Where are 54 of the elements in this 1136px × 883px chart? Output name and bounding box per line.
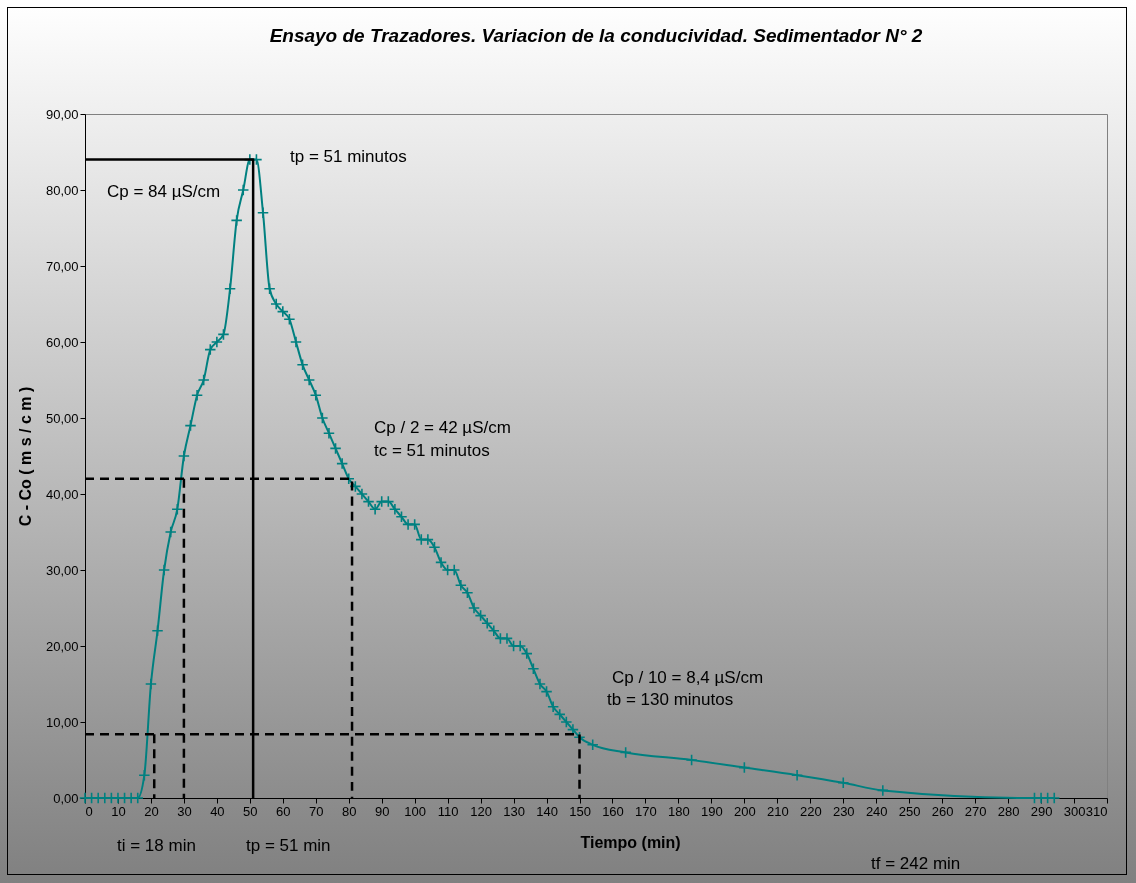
text: ti = 18 min [117, 836, 196, 855]
x-axis-title: Tiempo (min) [580, 833, 681, 851]
annotation: tc = 51 minutos [374, 441, 490, 460]
x-tick-label: 200 [734, 803, 756, 819]
annotation: Cp = 84 µS/cm [107, 182, 221, 201]
x-tick-label: 80 [342, 803, 357, 819]
y-tick-label: 0,00 [53, 790, 79, 806]
x-tick-label: 250 [898, 803, 921, 819]
y-axis-title: C - Co ( m s / c m ) [16, 386, 34, 527]
y-tick-label: 90,00 [45, 106, 79, 122]
text: tf = 242 min [871, 854, 961, 873]
y-tick-label: 50,00 [45, 410, 79, 426]
x-tick-label: 20 [144, 803, 159, 819]
annotation: Cp / 10 = 8,4 µS/cm [612, 668, 764, 687]
y-tick-label: 70,00 [45, 258, 79, 274]
x-tick-label: 310 [1085, 803, 1108, 819]
x-tick-label: 110 [437, 803, 459, 819]
x-tick-label: 220 [799, 803, 822, 819]
x-tick-label: 160 [602, 803, 624, 819]
x-tick-label: 210 [766, 803, 789, 819]
x-tick-label: 150 [569, 803, 591, 819]
y-tick-label: 60,00 [45, 334, 79, 350]
x-tick-label: 270 [964, 803, 987, 819]
x-tick-label: 190 [701, 803, 723, 819]
y-tick-label: 40,00 [45, 486, 79, 502]
x-tick-label: 260 [931, 803, 954, 819]
annotation: tb = 130 minutos [607, 690, 734, 709]
chart-title: Ensayo de Trazadores. Variacion de la conducividad. Sedimentador N° 2 [269, 25, 923, 46]
x-tick-label: 280 [997, 803, 1020, 819]
y-tick-label: 30,00 [45, 562, 79, 578]
x-tick-label: 90 [374, 803, 390, 819]
annotation: Cp / 2 = 42 µS/cm [374, 418, 511, 437]
x-tick-label: 130 [503, 803, 525, 819]
x-tick-label: 100 [404, 803, 427, 819]
x-tick-label: 230 [832, 803, 855, 819]
y-tick-label: 80,00 [45, 182, 79, 198]
annotation: tp = 51 minutos [290, 147, 407, 166]
x-tick-label: 290 [1030, 803, 1053, 819]
y-tick-label: 20,00 [45, 638, 79, 654]
x-tick-label: 300 [1063, 803, 1086, 819]
x-tick-label: 70 [309, 803, 324, 819]
y-tick-label: 10,00 [45, 714, 79, 730]
x-tick-label: 50 [243, 803, 258, 819]
x-tick-label: 120 [470, 803, 492, 819]
x-tick-label: 240 [865, 803, 888, 819]
x-tick-label: 30 [177, 803, 192, 819]
x-tick-label: 140 [536, 803, 558, 819]
x-tick-label: 0 [85, 803, 93, 819]
text: tp = 51 min [246, 836, 331, 855]
x-tick-label: 10 [111, 803, 126, 819]
x-tick-label: 40 [210, 803, 225, 819]
x-tick-label: 180 [668, 803, 690, 819]
x-tick-label: 60 [276, 803, 291, 819]
x-tick-label: 170 [635, 803, 657, 819]
